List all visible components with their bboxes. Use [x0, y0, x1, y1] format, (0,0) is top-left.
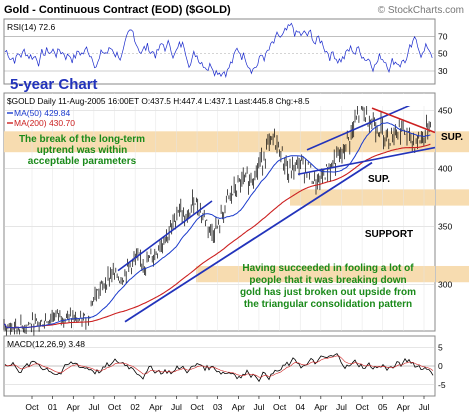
x-tick-label: Jul	[171, 402, 182, 412]
x-tick-label: Oct	[25, 402, 39, 412]
x-tick-label: Oct	[190, 402, 204, 412]
sup-label-2: SUP.	[368, 174, 390, 185]
rsi-tick-label: 50	[438, 49, 448, 59]
support-band-3-ext	[436, 265, 469, 283]
macd-line	[4, 353, 434, 383]
x-tick-label: Jul	[419, 402, 430, 412]
breakout-note-line: the triangular consolidation pattern	[244, 299, 412, 310]
chart-title: Gold - Continuous Contract (EOD) ($GOLD)	[4, 4, 231, 16]
x-tick-label: 02	[130, 402, 140, 412]
support-band-3	[196, 265, 435, 283]
price-ticks: 450 400 350 300	[438, 105, 452, 289]
support-bands	[4, 131, 469, 283]
chart-label-5-year: 5-year Chart	[10, 76, 98, 93]
macd-grid	[4, 347, 435, 385]
rsi-panel: RSI(14) 72.6 70 50 30	[3, 18, 448, 85]
x-axis-ticks: Oct 01 Apr Jul Oct 02 Apr Jul Oct 03 Apr Jul Oct 04 Ap…	[25, 396, 430, 412]
x-tick-label: Apr	[67, 402, 80, 412]
macd-label: MACD(12,26,9) 3.48	[7, 339, 85, 349]
price-panel: 450 400 350 300 $GOLD Daily 11-Aug-2005 16:…	[3, 76, 469, 340]
macd-tick-label: 5	[438, 342, 443, 352]
x-tick-label: Jul	[254, 402, 265, 412]
sup-label-1: SUP.	[441, 132, 463, 143]
x-tick-label: Apr	[314, 402, 327, 412]
price-tick-label: 450	[438, 105, 452, 115]
macd-ticks: 5 0 -5	[438, 342, 446, 390]
triangle-top	[371, 107, 436, 134]
breakout-note: Having succeeded in fooling a lot ofpeop…	[240, 263, 416, 310]
macd-signal-line	[4, 355, 434, 378]
upper-channel-right	[306, 98, 426, 151]
x-tick-label: Apr	[397, 402, 410, 412]
price-grid	[4, 93, 435, 331]
breakout-note-line: people that it was breaking down	[249, 275, 406, 286]
rsi-label: RSI(14) 72.6	[7, 22, 55, 32]
x-tick-label: Oct	[355, 402, 369, 412]
rsi-ticks: 70 50 30	[438, 31, 448, 76]
rsi-tick-label: 30	[438, 66, 448, 76]
x-tick-label: 03	[213, 402, 223, 412]
x-tick-label: Apr	[232, 402, 245, 412]
support-label: SUPPORT	[365, 229, 413, 240]
price-tick-label: 400	[438, 163, 452, 173]
ma50-line	[3, 122, 431, 329]
price-tick-label: 350	[438, 222, 452, 232]
price-info-line: $GOLD Daily 11-Aug-2005 16:00ET O:437.5 …	[7, 96, 310, 106]
x-tick-label: 04	[295, 402, 305, 412]
macd-panel: MACD(12,26,9) 3.48 5 0 -5	[3, 335, 446, 397]
x-tick-label: Oct	[273, 402, 287, 412]
breakout-note-line: Having succeeded in fooling a lot of	[242, 263, 414, 274]
legend-label: MA(50) 429.84	[14, 108, 70, 118]
breakout-note-line: gold has just broken out upside from	[240, 287, 416, 298]
x-tick-label: 01	[48, 402, 58, 412]
uptrend-note-line: The break of the long-term	[19, 134, 145, 145]
sup-band-2	[290, 189, 435, 206]
copyright: © StockCharts.com	[378, 5, 464, 16]
x-tick-label: Jul	[88, 402, 99, 412]
x-tick-label: Jul	[336, 402, 347, 412]
ma200-line	[3, 143, 431, 329]
upper-channel-left	[117, 200, 213, 272]
x-tick-label: Apr	[149, 402, 162, 412]
price-info-bg	[5, 94, 434, 106]
x-tick-label: Oct	[108, 402, 122, 412]
uptrend-note-line: acceptable parameters	[28, 156, 137, 167]
rsi-tick-label: 70	[438, 31, 448, 41]
legend-label: MA(200) 430.70	[14, 118, 75, 128]
trendlines	[117, 98, 436, 323]
rsi-panel-frame	[3, 18, 436, 85]
triangle-bottom	[297, 146, 436, 176]
rsi-grid	[4, 36, 435, 72]
sup-band-1-ext	[436, 131, 469, 153]
sup-band-2-ext	[436, 189, 469, 206]
long-term-uptrend	[124, 161, 373, 323]
price-tick-label: 300	[438, 280, 452, 290]
macd-tick-label: 0	[438, 361, 443, 371]
x-tick-label: 05	[378, 402, 388, 412]
macd-tick-label: -5	[438, 380, 446, 390]
rsi-line	[4, 22, 433, 79]
sup-band-1	[4, 131, 435, 153]
uptrend-note-line: uptrend was within	[37, 145, 128, 156]
